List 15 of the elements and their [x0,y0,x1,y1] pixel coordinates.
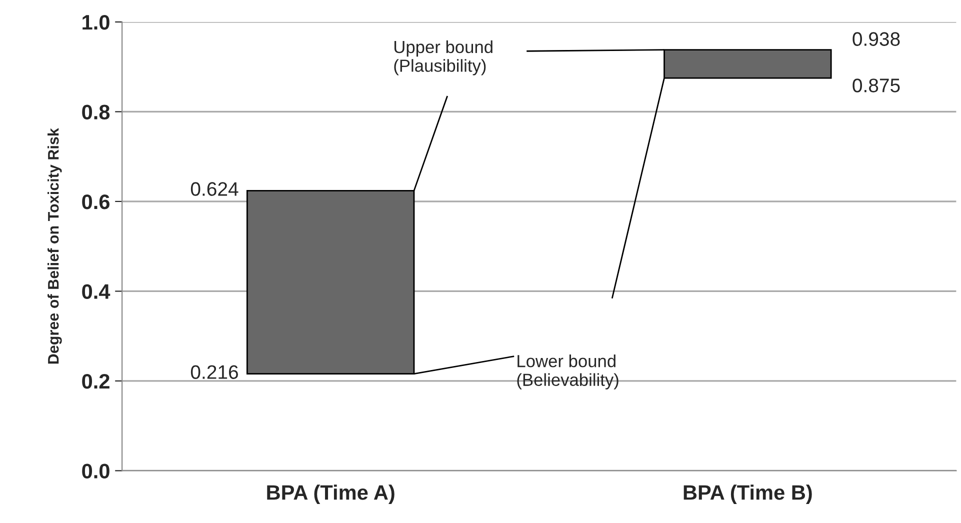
y-tick-label: 0.4 [82,284,110,299]
annotation: 0.938 [852,32,900,46]
annotation: 0.875 [852,78,900,92]
y-tick-label: 1.0 [82,14,110,30]
annotation: 0.216 [190,365,238,379]
annotation: Upper bound (Plausibility) [394,40,492,76]
y-axis-title: Degree of Belief on Toxicity Risk [48,128,62,364]
x-tick-label: BPA (Time B) [684,484,812,504]
annotation: Lower bound (Believability) [517,354,618,390]
y-tick-label: 0.2 [82,374,110,389]
y-tick-label: 0.0 [82,464,110,478]
x-tick-label: BPA (Time A) [267,484,394,504]
annotation: 0.624 [190,182,238,196]
y-tick-label: 0.8 [82,104,110,120]
y-tick-label: 0.6 [82,194,110,210]
